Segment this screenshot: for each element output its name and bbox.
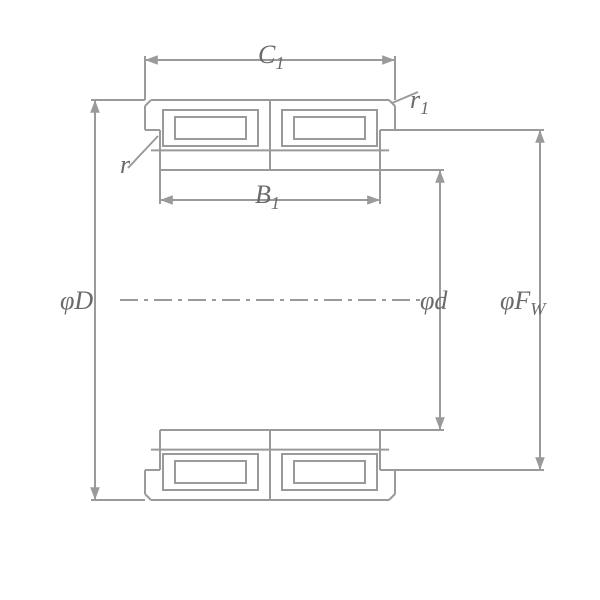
label-r1: r1 bbox=[410, 85, 429, 119]
label-r: r bbox=[120, 150, 130, 180]
label-phid-inner: φd bbox=[420, 286, 447, 316]
label-phid-outer: φD bbox=[60, 286, 93, 316]
label-b1: B1 bbox=[255, 180, 280, 214]
label-c1: C1 bbox=[258, 40, 284, 74]
label-phifw: φFW bbox=[500, 286, 545, 320]
